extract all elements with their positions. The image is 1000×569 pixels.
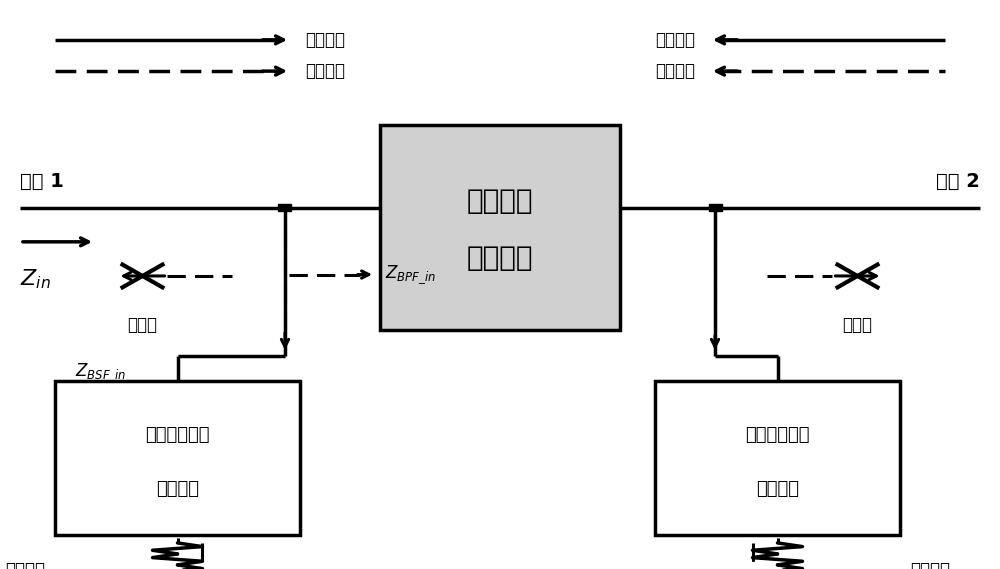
Bar [655,381,900,535]
Text: 互补双频带阻: 互补双频带阻 [145,426,210,444]
Text: 端口 1: 端口 1 [20,172,64,191]
Text: 滤波结构: 滤波结构 [467,244,533,273]
Text: 带外信号: 带外信号 [655,62,695,80]
Text: 吸收结构: 吸收结构 [156,480,199,498]
Text: 无反射: 无反射 [128,316,158,334]
Bar [278,204,291,211]
Text: 带外信号: 带外信号 [305,62,345,80]
Text: 端口 2: 端口 2 [936,172,980,191]
Text: 接地电阻: 接地电阻 [5,562,45,569]
Text: $\mathit{Z_{BPF\_in}}$: $\mathit{Z_{BPF\_in}}$ [385,263,436,286]
Text: 带内信号: 带内信号 [305,31,345,49]
Bar [708,204,722,211]
Text: 双频带通: 双频带通 [467,187,533,215]
Text: 带内信号: 带内信号 [655,31,695,49]
Text: $\mathit{Z_{BSF\_in}}$: $\mathit{Z_{BSF\_in}}$ [75,361,126,384]
Text: 接地电阻: 接地电阻 [910,562,950,569]
Bar [380,125,620,330]
Text: 无反射: 无反射 [842,316,872,334]
Text: 互补双频带阻: 互补双频带阻 [745,426,810,444]
Text: $\mathit{Z_{in}}$: $\mathit{Z_{in}}$ [20,267,51,291]
Text: 吸收结构: 吸收结构 [756,480,799,498]
Bar [55,381,300,535]
